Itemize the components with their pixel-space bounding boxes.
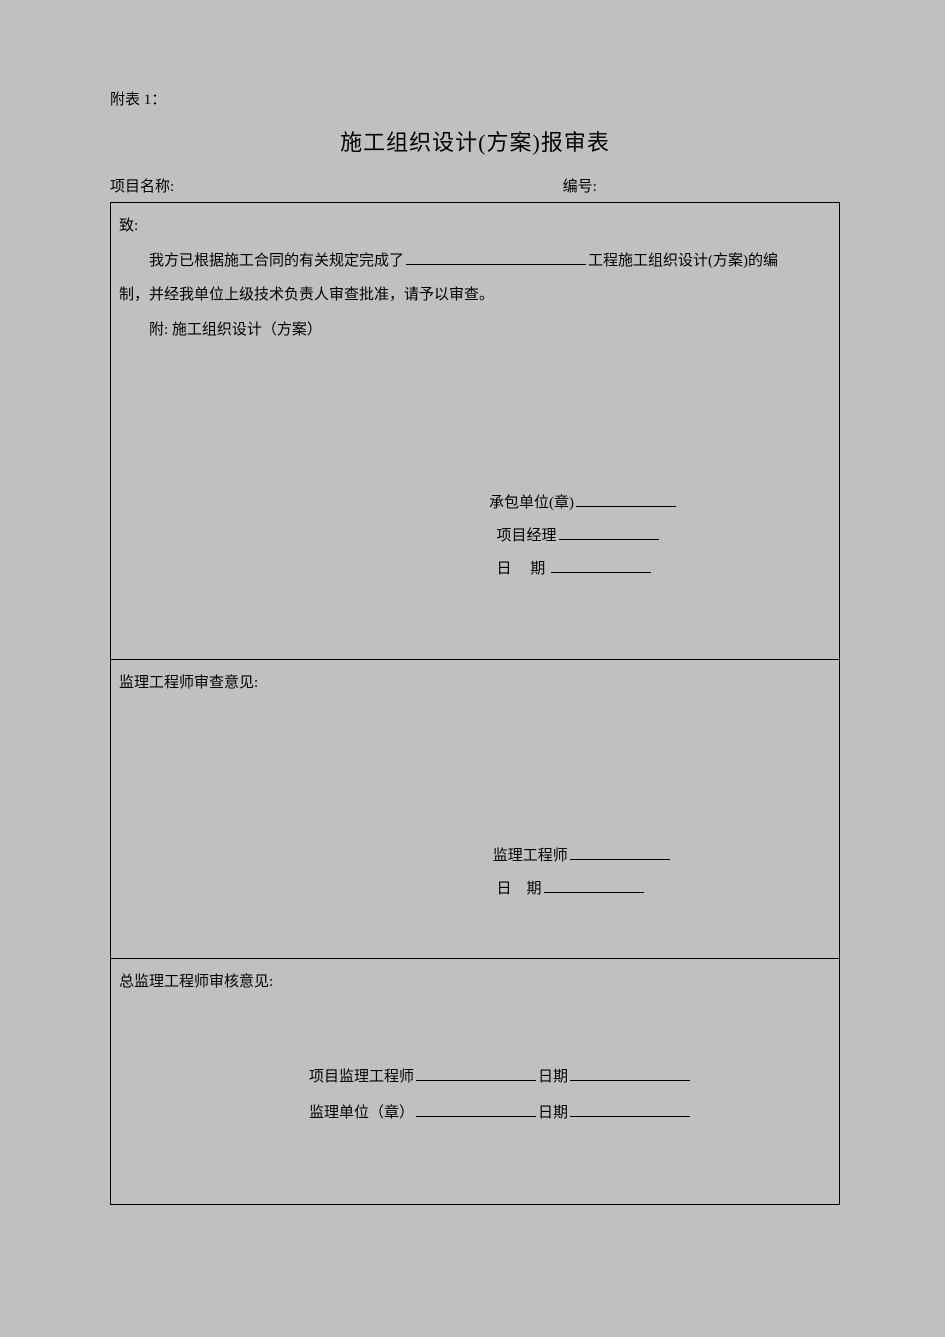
sig2-date-a: 日 [497, 881, 512, 897]
sig-pm-row: 项目经理 [489, 520, 831, 553]
section2-heading: 监理工程师审查意见: [119, 666, 831, 701]
section-supervisor-review: 监理工程师审查意见: 监理工程师 日 期 [111, 660, 839, 959]
form-title: 施工组织设计(方案)报审表 [110, 125, 840, 157]
blank-date-2[interactable] [544, 877, 644, 894]
blank-pm[interactable] [559, 523, 659, 540]
sig-pm-label: 项目经理 [497, 528, 557, 544]
chief-signature-block: 项目监理工程师日期 监理单位（章）日期 [309, 1059, 831, 1131]
section-chief-supervisor: 总监理工程师审核意见: 项目监理工程师日期 监理单位（章）日期 [111, 959, 839, 1205]
row2-label: 监理单位（章） [309, 1105, 414, 1121]
section-applicant: 致: 我方已根据施工合同的有关规定完成了 工程施工组织设计(方案)的编 制，并经我… [111, 203, 839, 660]
row-project-supervisor: 项目监理工程师 日期 [309, 1059, 831, 1095]
sig2-date-b: 期 [527, 881, 542, 897]
body-line-2: 制，并经我单位上级技术负责人审查批准，请予以审查。 [119, 278, 831, 313]
project-name-label: 项目名称: [110, 175, 563, 196]
sig-date-row: 日 期 [489, 553, 831, 586]
row1-label: 项目监理工程师 [309, 1069, 414, 1085]
blank-supervisor[interactable] [570, 844, 670, 861]
sig-eng-label: 监理工程师 [493, 848, 568, 864]
spacer [119, 701, 120, 821]
sig-date-b: 期 [530, 561, 545, 577]
attach-label: 附: 施工组织设计（方案） [119, 313, 831, 348]
to-label: 致: [119, 209, 831, 244]
header-row: 项目名称: 编号: [110, 175, 840, 196]
sig-date-row-2: 日 期 [489, 873, 831, 906]
spacer [119, 906, 120, 934]
sig-eng-row: 监理工程师 [489, 840, 831, 873]
sig-date-a: 日 [497, 561, 512, 577]
blank-date-4[interactable] [570, 1100, 690, 1117]
supervisor-signature-block: 监理工程师 日 期 [489, 840, 831, 906]
body-post: 工程施工组织设计(方案)的编 [588, 253, 778, 269]
spacer [119, 999, 120, 1039]
body-pre: 我方已根据施工合同的有关规定完成了 [149, 253, 404, 269]
sig-unit-label: 承包单位(章) [489, 495, 574, 511]
annex-label: 附表 1： [110, 88, 840, 109]
blank-sup-unit[interactable] [416, 1100, 536, 1117]
blank-date-3[interactable] [570, 1064, 690, 1081]
sig-unit-row: 承包单位(章) [489, 487, 831, 520]
form-table: 致: 我方已根据施工合同的有关规定完成了 工程施工组织设计(方案)的编 制，并经我… [110, 202, 840, 1205]
spacer [119, 347, 120, 467]
number-label: 编号: [563, 175, 840, 196]
row-supervision-unit: 监理单位（章） 日期 [309, 1095, 831, 1131]
row2-date: 日期 [538, 1105, 568, 1121]
spacer [119, 586, 120, 636]
section3-heading: 总监理工程师审核意见: [119, 965, 831, 1000]
blank-project[interactable] [406, 248, 586, 265]
blank-proj-supervisor[interactable] [416, 1064, 536, 1081]
body-line-1: 我方已根据施工合同的有关规定完成了 工程施工组织设计(方案)的编 [119, 244, 831, 279]
contractor-signature-block: 承包单位(章) 项目经理 日 期 [489, 487, 831, 586]
row1-date: 日期 [538, 1069, 568, 1085]
form-page: 附表 1： 施工组织设计(方案)报审表 项目名称: 编号: 致: 我方已根据施工… [110, 88, 840, 1205]
blank-unit[interactable] [576, 490, 676, 507]
spacer [119, 1131, 120, 1181]
blank-date-1[interactable] [551, 556, 651, 573]
